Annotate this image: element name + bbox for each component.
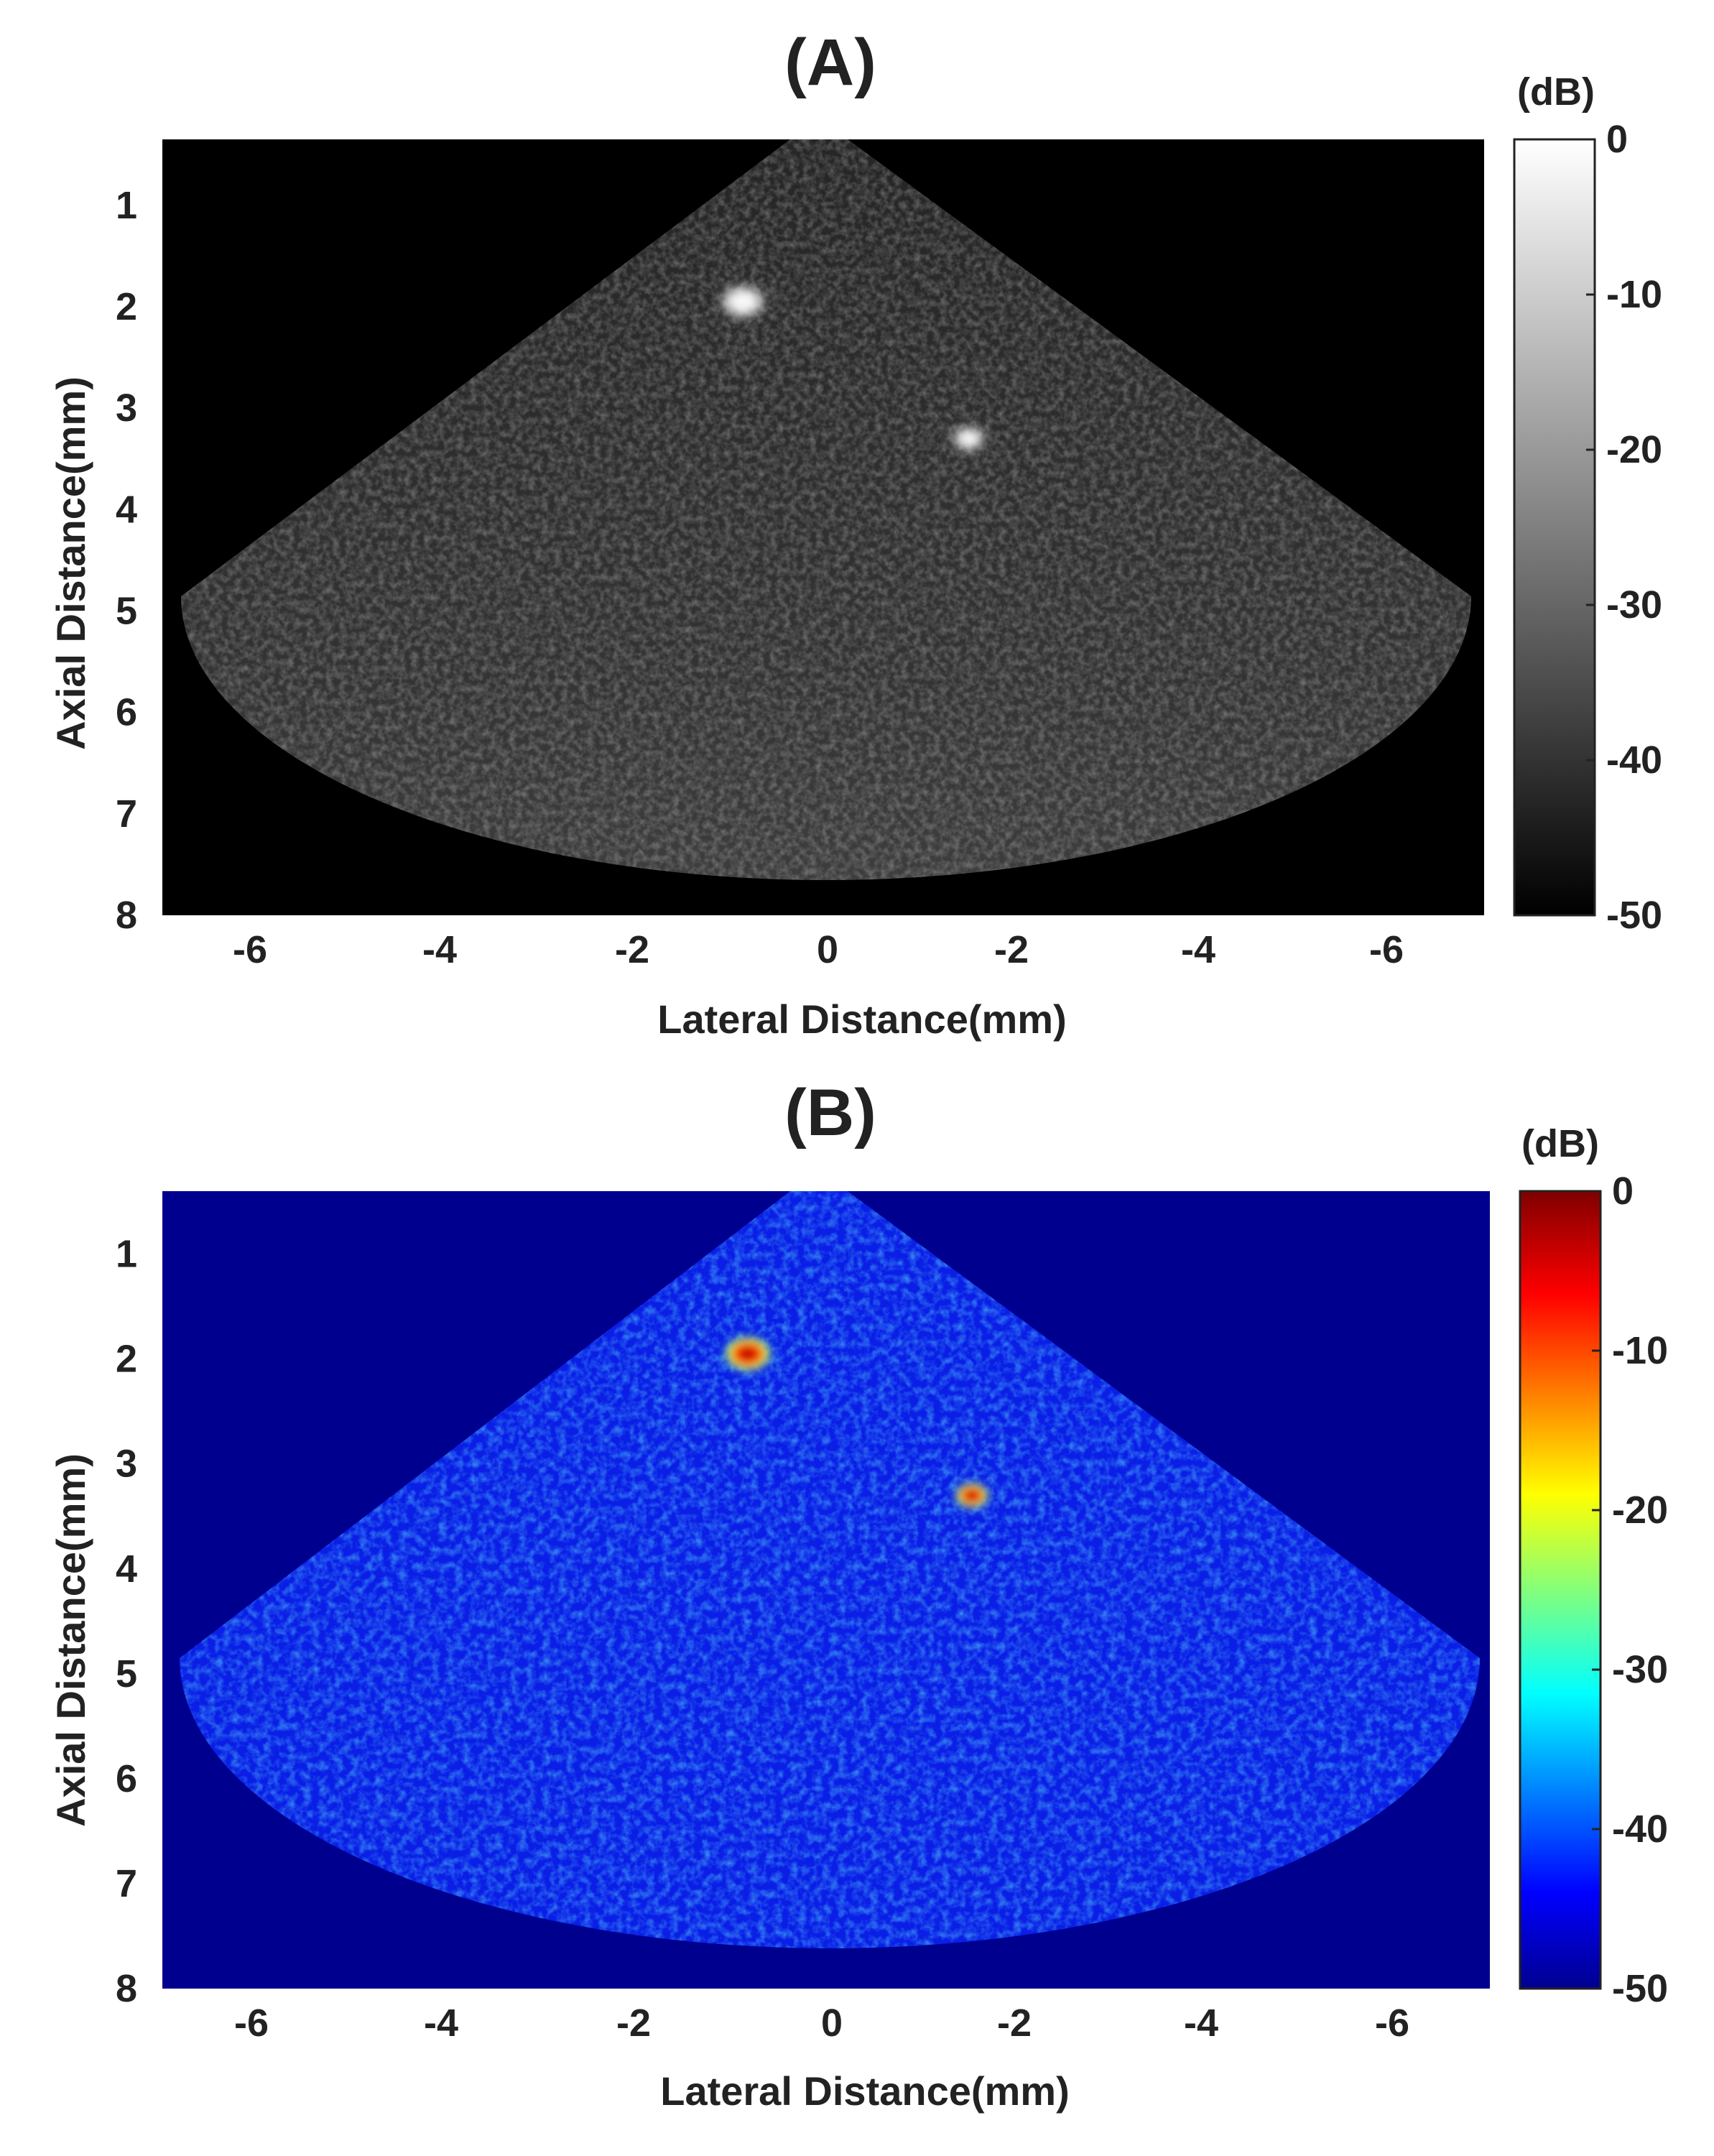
colorbar-a: (dB) 0 -10 -20 -30 -40 -50 xyxy=(1513,70,1662,937)
colorbar-tick-label: -40 xyxy=(1612,1808,1668,1851)
colorbar-gradient-b xyxy=(1519,1190,1602,1990)
colorbar-tick-label: -50 xyxy=(1606,894,1662,937)
y-tick-label: 6 xyxy=(116,1757,137,1800)
x-tick-label: -6 xyxy=(1369,928,1404,971)
x-tick-label: -2 xyxy=(994,928,1029,971)
y-ticks-a: 1 2 3 4 5 6 7 8 xyxy=(116,184,137,937)
bright-spots-a xyxy=(718,283,987,453)
x-axis-label-a: Lateral Distance(mm) xyxy=(657,996,1067,1042)
y-tick-label: 2 xyxy=(116,285,137,328)
colorbar-tick-label: 0 xyxy=(1612,1170,1634,1213)
y-tick-label: 7 xyxy=(116,792,137,836)
y-tick-label: 1 xyxy=(116,1233,137,1276)
colorbar-tick-label: -10 xyxy=(1612,1329,1668,1372)
y-tick-label: 4 xyxy=(116,1547,137,1591)
colorbar-tick-label: -50 xyxy=(1612,1967,1668,2010)
y-axis-label-a: Axial Distance(mm) xyxy=(48,376,93,750)
chart-a-title: (A) xyxy=(784,26,876,99)
x-tick-label: -6 xyxy=(1375,2002,1409,2045)
x-tick-label: -4 xyxy=(422,928,457,971)
colorbar-b: (dB) 0 -10 -20 -30 -40 -50 xyxy=(1519,1122,1668,2010)
x-tick-label: 0 xyxy=(821,2002,843,2045)
x-tick-label: -4 xyxy=(1181,928,1215,971)
x-axis-label-b: Lateral Distance(mm) xyxy=(660,2068,1070,2114)
y-ticks-b: 1 2 3 4 5 6 7 8 xyxy=(116,1233,137,2010)
y-tick-label: 6 xyxy=(116,691,137,734)
bright-spot xyxy=(718,283,768,320)
bright-spot xyxy=(950,425,987,453)
colorbar-gradient-a xyxy=(1513,138,1596,917)
colorbar-tick-label: 0 xyxy=(1606,118,1628,161)
y-axis-label-b: Axial Distance(mm) xyxy=(48,1453,93,1827)
x-ticks-b: -6 -4 -2 0 -2 -4 -6 xyxy=(234,2002,1409,2045)
x-tick-label: -6 xyxy=(233,928,267,971)
x-tick-label: -2 xyxy=(997,2002,1032,2045)
x-tick-label: -2 xyxy=(615,928,649,971)
x-tick-label: -2 xyxy=(616,2002,651,2045)
colorbar-tick-label: -40 xyxy=(1606,739,1662,782)
colorbar-ticks-b: 0 -10 -20 -30 -40 -50 xyxy=(1592,1170,1668,2010)
x-tick-label: -4 xyxy=(1184,2002,1218,2045)
colorbar-tick-label: -20 xyxy=(1606,428,1662,471)
x-ticks-a: -6 -4 -2 0 -2 -4 -6 xyxy=(233,928,1404,971)
y-tick-label: 3 xyxy=(116,387,137,430)
colorbar-unit-b: (dB) xyxy=(1521,1122,1599,1165)
y-tick-label: 7 xyxy=(116,1862,137,1905)
y-tick-label: 8 xyxy=(116,894,137,937)
y-tick-label: 2 xyxy=(116,1338,137,1381)
bright-spots-b xyxy=(723,1335,991,1509)
x-tick-label: -4 xyxy=(424,2002,458,2045)
y-tick-label: 5 xyxy=(116,1652,137,1695)
x-tick-label: -6 xyxy=(234,2002,269,2045)
colorbar-tick-label: -30 xyxy=(1606,583,1662,626)
bright-spot xyxy=(953,1481,991,1509)
y-tick-label: 4 xyxy=(116,488,137,531)
colorbar-tick-label: -20 xyxy=(1612,1489,1668,1532)
colorbar-tick-label: -30 xyxy=(1612,1648,1668,1691)
colorbar-tick-label: -10 xyxy=(1606,273,1662,316)
colorbar-ticks-a: 0 -10 -20 -30 -40 -50 xyxy=(1586,118,1662,937)
y-tick-label: 1 xyxy=(116,184,137,227)
plot-area-b xyxy=(162,1191,1490,1989)
colorbar-unit-a: (dB) xyxy=(1517,70,1595,114)
chart-b-title: (B) xyxy=(784,1076,876,1149)
x-tick-label: 0 xyxy=(817,928,838,971)
y-tick-label: 5 xyxy=(116,589,137,632)
bright-spot xyxy=(723,1335,773,1372)
y-tick-label: 3 xyxy=(116,1443,137,1486)
plot-area-a xyxy=(162,139,1484,915)
y-tick-label: 8 xyxy=(116,1967,137,2010)
